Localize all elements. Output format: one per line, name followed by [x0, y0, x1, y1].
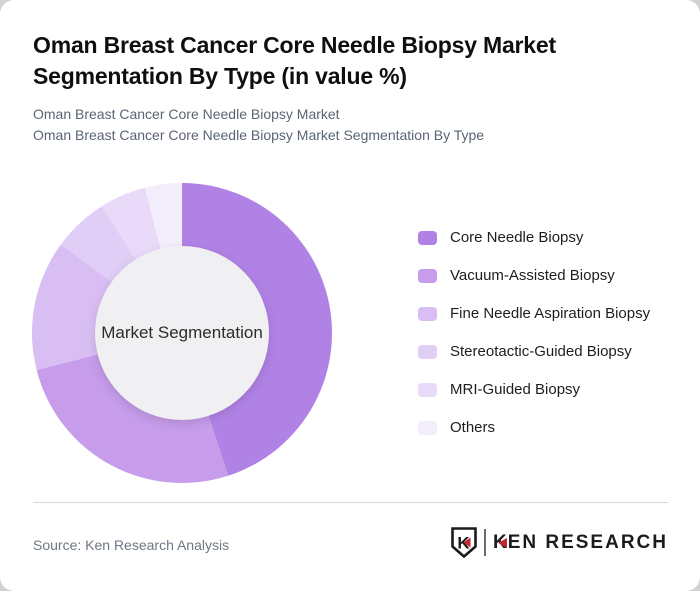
legend-swatch: [418, 344, 437, 359]
legend-swatch: [418, 268, 437, 283]
legend-label: Core Needle Biopsy: [450, 229, 584, 246]
legend-label: Others: [450, 419, 496, 436]
legend-item-0: Core Needle Biopsy: [418, 229, 650, 246]
legend: Core Needle Biopsy Vacuum-Assisted Biopsy…: [418, 229, 651, 458]
legend-item-5: Others: [418, 419, 650, 436]
donut-center: Market Segmentation: [95, 246, 269, 420]
wordmark-rest: EN RESEARCH: [507, 531, 668, 553]
page-title: Oman Breast Cancer Core Needle Biopsy Ma…: [33, 32, 556, 89]
legend-item-1: Vacuum-Assisted Biopsy: [418, 267, 650, 284]
legend-label: Fine Needle Aspiration Biopsy: [450, 305, 651, 322]
svg-text:K: K: [457, 534, 470, 553]
logo-divider-bar: [483, 529, 486, 556]
ken-research-logo: K K EN RESEARCH: [451, 527, 668, 558]
legend-label: MRI-Guided Biopsy: [450, 381, 581, 398]
subtitle-line-1: Oman Breast Cancer Core Needle Biopsy Ma…: [33, 106, 340, 122]
donut-center-label: Market Segmentation: [101, 323, 263, 342]
legend-label: Vacuum-Assisted Biopsy: [450, 267, 615, 284]
red-triangle-icon: [497, 537, 507, 548]
legend-label: Stereotactic-Guided Biopsy: [450, 343, 632, 360]
source-note: Source: Ken Research Analysis: [33, 537, 230, 553]
footer-divider: [33, 502, 668, 503]
legend-item-3: Stereotactic-Guided Biopsy: [418, 343, 650, 360]
donut-chart: Market Segmentation: [32, 183, 332, 483]
subtitle-line-2: Oman Breast Cancer Core Needle Biopsy Ma…: [33, 127, 485, 143]
logo-wordmark: K EN RESEARCH: [493, 532, 668, 554]
legend-swatch: [418, 230, 437, 245]
ken-research-shield-icon: K: [451, 527, 477, 558]
legend-swatch: [418, 382, 437, 397]
subtitle-block: Oman Breast Cancer Core Needle Biopsy Ma…: [33, 104, 663, 146]
legend-swatch: [418, 306, 437, 321]
legend-item-2: Fine Needle Aspiration Biopsy: [418, 305, 651, 322]
legend-swatch: [418, 420, 437, 435]
legend-item-4: MRI-Guided Biopsy: [418, 381, 650, 398]
